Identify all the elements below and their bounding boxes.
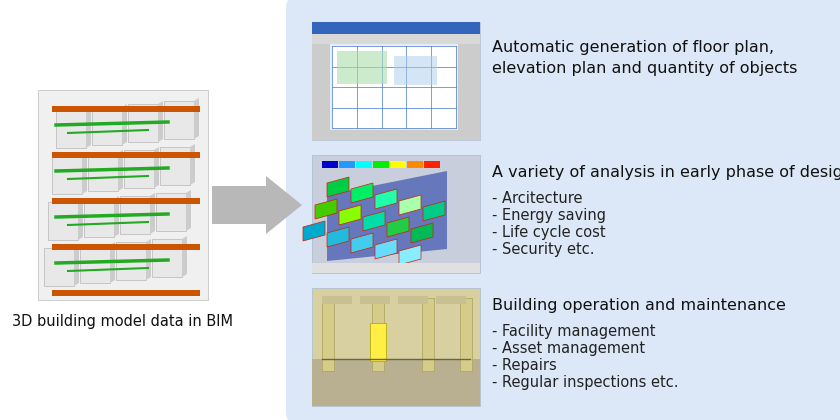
Text: - Arcitecture: - Arcitecture	[492, 191, 582, 206]
Bar	[460, 298, 472, 371]
Bar	[52, 152, 200, 158]
Bar	[92, 107, 122, 145]
Polygon shape	[158, 101, 163, 142]
Polygon shape	[74, 245, 79, 286]
Text: 3D building model data in BIM: 3D building model data in BIM	[13, 314, 234, 329]
Polygon shape	[315, 199, 337, 219]
Bar	[52, 156, 82, 194]
Polygon shape	[110, 242, 115, 283]
Text: - Asset management: - Asset management	[492, 341, 645, 356]
Bar	[322, 161, 338, 168]
Polygon shape	[303, 221, 325, 241]
Polygon shape	[190, 144, 195, 185]
Polygon shape	[339, 205, 361, 225]
Bar	[312, 263, 480, 273]
Polygon shape	[375, 189, 397, 209]
Polygon shape	[182, 236, 187, 277]
Bar	[164, 101, 194, 139]
Polygon shape	[86, 107, 91, 148]
Polygon shape	[351, 233, 373, 253]
Bar	[124, 150, 154, 188]
Bar	[337, 51, 386, 84]
Text: - Facility management: - Facility management	[492, 324, 655, 339]
Bar	[152, 239, 182, 277]
FancyBboxPatch shape	[38, 90, 208, 300]
Bar	[356, 161, 372, 168]
Text: - Energy saving: - Energy saving	[492, 208, 606, 223]
Bar	[373, 161, 389, 168]
Bar	[394, 56, 438, 85]
Bar	[312, 34, 480, 44]
Text: - Repairs: - Repairs	[492, 358, 557, 373]
Polygon shape	[146, 239, 151, 280]
Polygon shape	[363, 211, 385, 231]
Polygon shape	[327, 227, 349, 247]
Polygon shape	[154, 147, 159, 188]
Text: A variety of analysis in early phase of design: A variety of analysis in early phase of …	[492, 165, 840, 180]
Bar	[422, 298, 434, 371]
Bar	[128, 104, 158, 142]
Bar	[312, 44, 330, 140]
Bar	[52, 290, 200, 296]
Bar	[52, 244, 200, 250]
Text: - Life cycle cost: - Life cycle cost	[492, 225, 606, 240]
Polygon shape	[118, 150, 123, 191]
Polygon shape	[375, 239, 397, 259]
Bar	[370, 323, 386, 361]
Bar	[52, 198, 200, 204]
Bar	[312, 155, 480, 273]
Bar	[398, 296, 428, 304]
FancyBboxPatch shape	[286, 0, 840, 420]
Polygon shape	[150, 193, 155, 234]
Bar	[339, 161, 355, 168]
Bar	[312, 130, 480, 140]
Polygon shape	[114, 196, 119, 237]
Bar	[52, 106, 200, 112]
Text: Building operation and maintenance: Building operation and maintenance	[492, 298, 786, 313]
Bar	[116, 242, 146, 280]
Polygon shape	[327, 177, 349, 197]
Text: - Security etc.: - Security etc.	[492, 242, 595, 257]
Bar	[156, 193, 186, 231]
Bar	[312, 288, 480, 406]
Polygon shape	[78, 199, 83, 240]
Text: Automatic generation of floor plan,
elevation plan and quantity of objects: Automatic generation of floor plan, elev…	[492, 40, 797, 76]
Text: - Regular inspections etc.: - Regular inspections etc.	[492, 375, 679, 390]
Bar	[372, 298, 384, 371]
Bar	[458, 44, 480, 140]
Bar	[160, 147, 190, 185]
Bar	[312, 22, 480, 140]
Bar	[56, 110, 86, 148]
Polygon shape	[423, 201, 445, 221]
Polygon shape	[122, 104, 127, 145]
Bar	[84, 199, 114, 237]
Bar	[80, 245, 110, 283]
Bar	[322, 296, 352, 304]
Bar	[120, 196, 150, 234]
Bar	[44, 248, 74, 286]
Bar	[312, 22, 480, 34]
Polygon shape	[194, 98, 199, 139]
Polygon shape	[399, 245, 421, 265]
Bar	[48, 202, 78, 240]
Polygon shape	[327, 171, 447, 261]
Bar	[88, 153, 118, 191]
Polygon shape	[399, 195, 421, 215]
Polygon shape	[387, 217, 409, 237]
Polygon shape	[411, 223, 433, 243]
Bar	[312, 359, 480, 406]
Bar	[322, 298, 334, 371]
Polygon shape	[186, 190, 191, 231]
Polygon shape	[82, 153, 87, 194]
Bar	[390, 161, 406, 168]
Polygon shape	[212, 176, 302, 234]
Bar	[407, 161, 423, 168]
Bar	[424, 161, 440, 168]
Bar	[360, 296, 390, 304]
Bar	[332, 46, 456, 128]
Bar	[436, 296, 466, 304]
Polygon shape	[351, 183, 373, 203]
